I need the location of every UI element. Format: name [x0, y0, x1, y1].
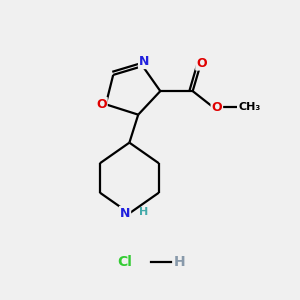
Text: O: O	[212, 101, 222, 114]
Text: Cl: Cl	[118, 255, 132, 269]
Text: O: O	[96, 98, 107, 111]
Text: CH₃: CH₃	[238, 102, 261, 112]
Text: N: N	[120, 207, 130, 220]
Text: H: H	[139, 207, 148, 217]
Text: O: O	[196, 57, 207, 70]
Text: H: H	[174, 255, 185, 269]
Text: N: N	[139, 55, 149, 68]
